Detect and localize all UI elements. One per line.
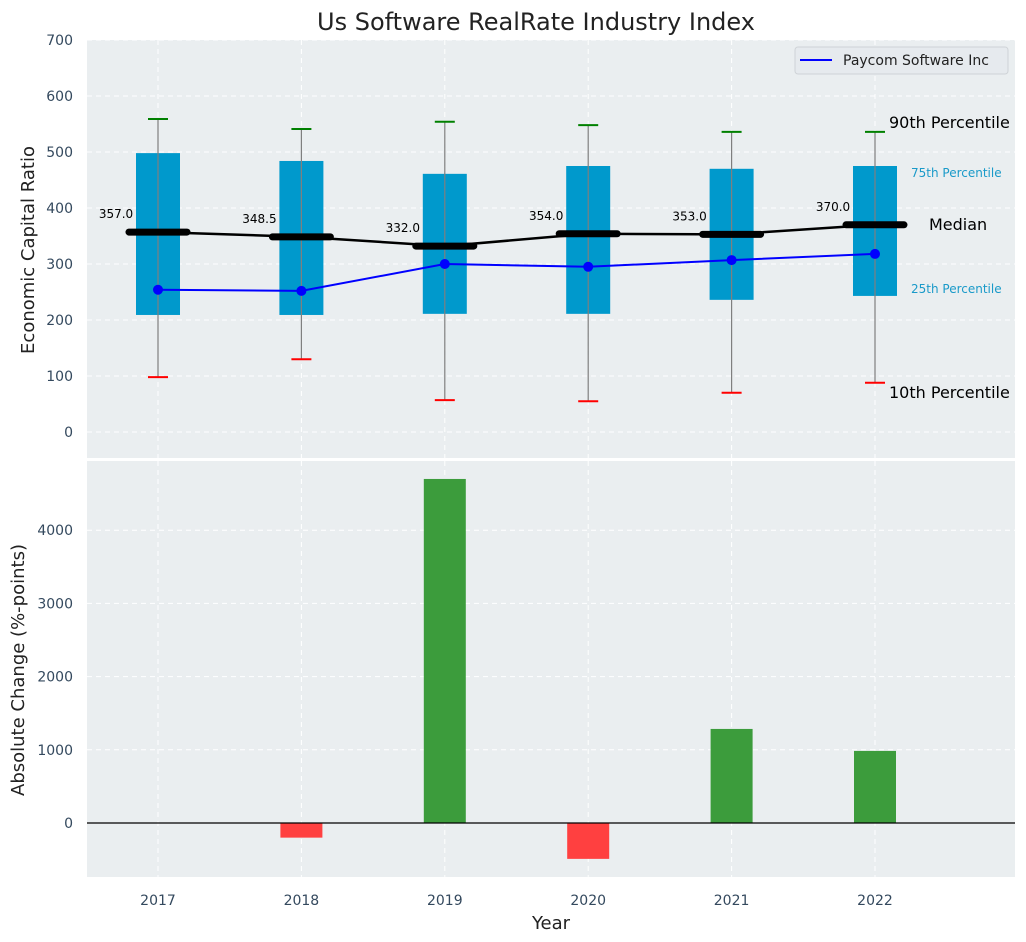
change-bar: [423, 478, 466, 823]
x-axis-label: Year: [531, 913, 571, 934]
change-bar: [710, 728, 753, 823]
bottom-y-tick-label: 2000: [37, 670, 73, 686]
x-tick-label: 2019: [427, 893, 463, 909]
top-y-tick-label: 200: [46, 313, 73, 329]
change-bar: [567, 823, 610, 859]
top-marks: 357.0 348.5 332.0 354.0 353.0 370.0: [99, 117, 908, 403]
bottom-y-tick-label: 0: [64, 816, 73, 832]
bottom-marks: [87, 478, 1015, 859]
company-series-point: [439, 259, 450, 269]
median-value-label: 332.0: [386, 221, 420, 235]
company-series-point: [870, 248, 880, 259]
top-y-tick-label: 300: [46, 257, 73, 273]
median-value-label: 353.0: [672, 209, 706, 223]
bottom-y-tick-label: 1000: [37, 743, 73, 759]
legend-label: Paycom Software Inc: [843, 53, 989, 69]
change-bar: [280, 823, 323, 838]
top-y-axis-label: Economic Capital Ratio: [18, 146, 39, 354]
company-series-point: [153, 284, 163, 295]
x-tick-label: 2021: [714, 893, 750, 909]
x-tick-label: 2020: [570, 893, 606, 909]
x-tick-label: 2017: [140, 893, 176, 909]
annotation-p10: 10th Percentile: [889, 383, 1010, 402]
legend-box: [794, 46, 1009, 75]
bottom-y-axis-label: Absolute Change (%-points): [8, 544, 29, 796]
top-y-tick-label: 500: [46, 145, 73, 161]
company-series-line: [157, 252, 876, 292]
median-value-label: 354.0: [529, 209, 563, 223]
annotation-median: Median: [929, 215, 987, 234]
median-value-label: 370.0: [816, 200, 850, 214]
top-y-tick-label: 400: [46, 201, 73, 217]
median-value-label: 348.5: [242, 212, 276, 226]
bottom-y-tick-label: 3000: [37, 596, 73, 612]
change-bar: [854, 750, 896, 823]
top-y-tick-label: 100: [46, 369, 73, 385]
annotation-p75: 75th Percentile: [911, 166, 1002, 180]
top-y-tick-label: 700: [46, 33, 73, 49]
x-tick-label: 2022: [857, 893, 893, 909]
annotation-p90: 90th Percentile: [889, 113, 1010, 132]
x-ticks: 2017 2018 2019 2020 2021 2022: [140, 893, 893, 909]
company-series-point: [296, 285, 307, 296]
legend: Paycom Software Inc: [794, 46, 1009, 75]
company-series-point: [726, 255, 737, 266]
bottom-y-tick-label: 4000: [37, 523, 73, 539]
x-tick-label: 2018: [284, 893, 320, 909]
company-series-point: [583, 261, 594, 272]
chart-title: Us Software RealRate Industry Index: [317, 8, 755, 36]
annotation-p25: 25th Percentile: [911, 282, 1002, 296]
median-value-label: 357.0: [99, 207, 133, 221]
bottom-y-ticks: 0 1000 2000 3000 4000: [37, 523, 73, 832]
top-y-ticks: 0 100 200 300 400 500 600 700: [46, 33, 73, 441]
top-y-tick-label: 0: [64, 425, 73, 441]
top-y-tick-label: 600: [46, 89, 73, 105]
